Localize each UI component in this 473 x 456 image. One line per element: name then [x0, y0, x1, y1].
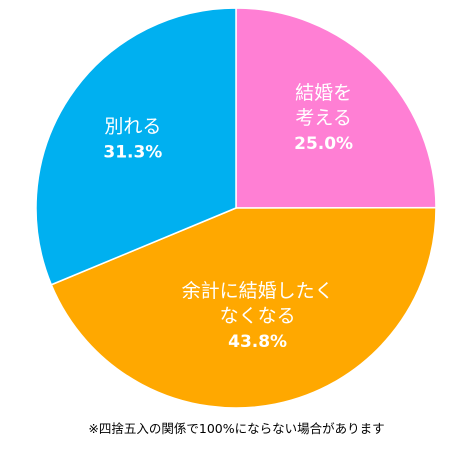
pie-slice-value-0: 25.0% — [294, 134, 353, 154]
pie-slice-label-2-0: 別れる — [104, 116, 161, 138]
pie-slice-label-0-0: 結婚を — [295, 82, 352, 104]
pie-slice-value-2: 31.3% — [103, 143, 162, 163]
pie-slice-label-1-1: なくなる — [220, 305, 296, 327]
pie-slice-value-1: 43.8% — [228, 332, 287, 352]
pie-slices — [35, 7, 437, 409]
pie-slice-label-0-1: 考える — [295, 107, 351, 129]
pie-slice-label-1-0: 余計に結婚したく — [182, 280, 334, 302]
pie-slice-1 — [50, 206, 437, 409]
footnote: ※四捨五入の関係で100%にならない場合があります — [88, 421, 385, 436]
pie-slice-2 — [35, 7, 237, 286]
pie-slice-0 — [235, 7, 437, 209]
